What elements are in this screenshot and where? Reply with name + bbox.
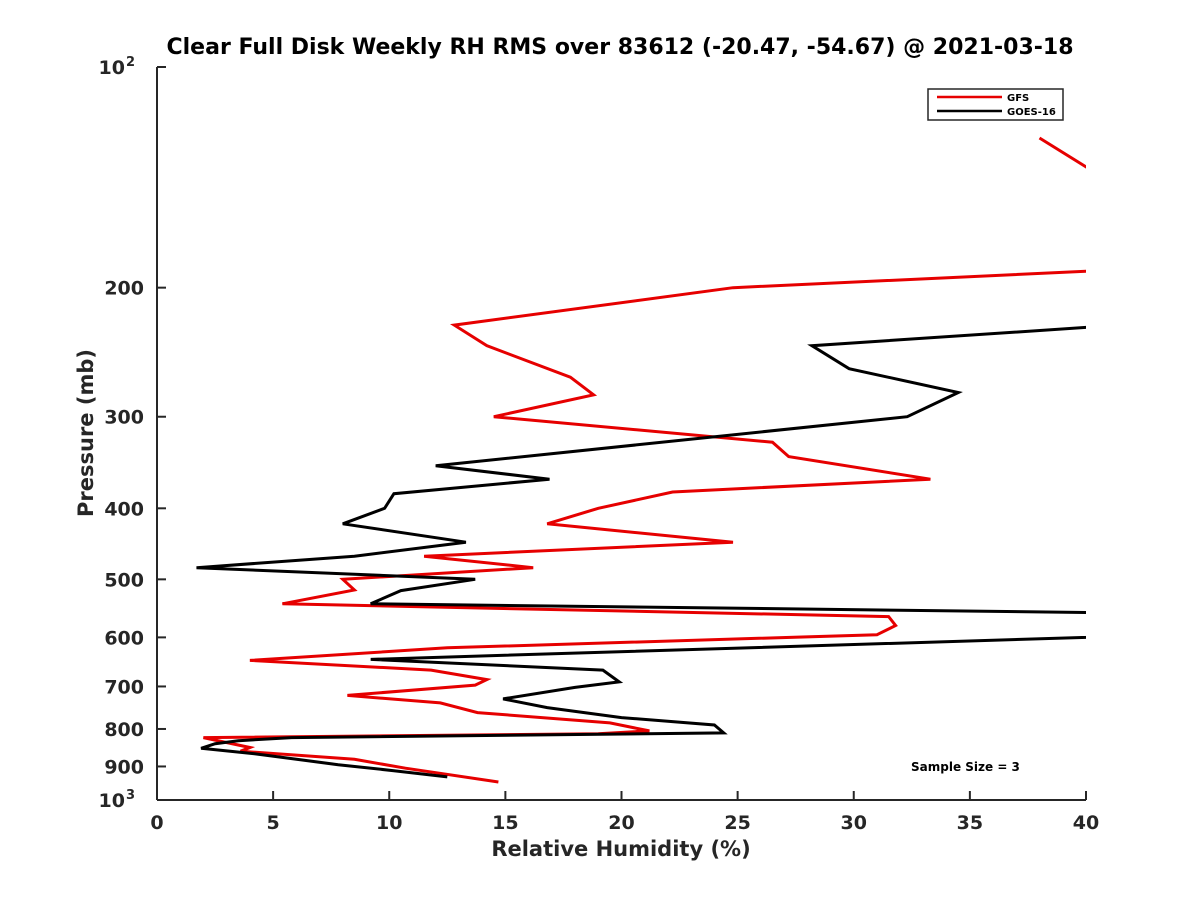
- x-tick-label: 40: [1073, 812, 1099, 834]
- y-axis-label: Pressure (mb): [74, 349, 98, 517]
- y-tick-label: 200: [104, 278, 144, 300]
- legend-box: [927, 88, 1064, 121]
- x-tick-label: 35: [957, 812, 983, 834]
- y-tick-label: 300: [104, 407, 144, 429]
- series-layer: [196, 136, 1086, 784]
- y-tick-label: 900: [104, 756, 144, 778]
- y-tick-exponent: 2: [126, 55, 135, 70]
- sample-size-annotation: Sample Size = 3: [911, 760, 1020, 774]
- y-tick-label: 800: [104, 719, 144, 741]
- y-tick-label: 400: [104, 498, 144, 520]
- x-tick-group: 0 5 10 15 20 25 30 35 40: [150, 791, 1099, 834]
- legend-label-gfs: GFS: [1007, 93, 1029, 104]
- x-tick-label: 20: [608, 812, 634, 834]
- x-tick-label: 15: [492, 812, 518, 834]
- chart-title: Clear Full Disk Weekly RH RMS over 83612…: [166, 35, 1073, 60]
- y-tick-label: 10: [99, 57, 125, 79]
- y-tick-label: 10: [99, 790, 125, 812]
- x-axis-label: Relative Humidity (%): [491, 837, 750, 861]
- x-tick-label: 0: [150, 812, 163, 834]
- series-line-gfs: [203, 136, 1086, 784]
- series-line-goes16: [196, 325, 1086, 779]
- x-tick-label: 5: [267, 812, 280, 834]
- y-tick-exponent: 3: [126, 788, 135, 803]
- legend-label-goes16: GOES-16: [1007, 107, 1056, 118]
- x-tick-label: 30: [841, 812, 867, 834]
- y-tick-label: 700: [104, 676, 144, 698]
- legend: GFS GOES-16: [927, 88, 1064, 121]
- x-tick-label: 25: [724, 812, 750, 834]
- x-tick-label: 10: [376, 812, 402, 834]
- y-tick-label: 600: [104, 627, 144, 649]
- y-tick-label: 500: [104, 569, 144, 591]
